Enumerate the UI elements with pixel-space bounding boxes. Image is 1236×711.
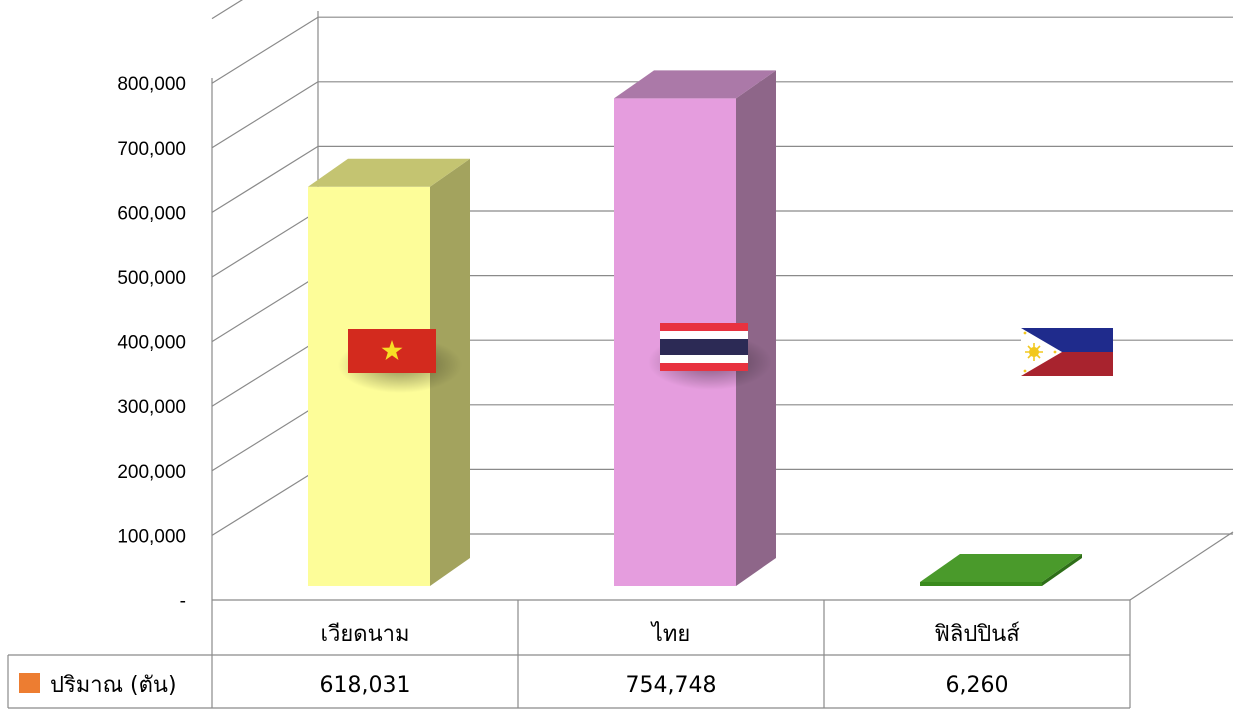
legend-swatch (19, 673, 40, 693)
category-label-2: ฟิลิปปินส์ (934, 622, 1020, 647)
y-tick-labels: - 100,000 200,000 300,000 400,000 500,000 600,… (117, 74, 186, 612)
thailand-flag (648, 323, 772, 390)
philippines-flag-star-2 (1023, 369, 1027, 373)
philippines-flag-star-1 (1023, 331, 1027, 335)
value-labels: 618,031 754,748 6,260 (320, 673, 1009, 698)
y-tick-label: - (180, 591, 186, 612)
gridline-side-3 (211, 339, 319, 407)
vietnam-flag-star (381, 340, 403, 360)
y-tick-label: 700,000 (117, 139, 186, 160)
bar-side-1 (736, 70, 776, 586)
philippines-flag-sun-rays (1025, 343, 1043, 361)
legend-label: ปริมาณ (ตัน) (50, 673, 177, 698)
bar-top-1 (614, 70, 776, 99)
category-label-1: ไทย (650, 621, 690, 647)
y-tick-label: 800,000 (117, 74, 186, 95)
y-tick-label: 500,000 (117, 268, 186, 289)
gridline-side-1 (211, 468, 319, 536)
gridline-side-9 (211, 0, 244, 20)
gridline-side-8 (211, 16, 319, 84)
thailand-flag-white-bottom (660, 355, 748, 363)
gridline-side-7 (211, 81, 319, 149)
y-tick-label: 100,000 (117, 526, 186, 547)
category-labels: เวียดนาม ไทย ฟิลิปปินส์ (321, 621, 1021, 647)
y-tick-label: 200,000 (117, 462, 186, 483)
gridline-side-6 (211, 145, 319, 213)
gridline-side-2 (211, 404, 319, 472)
gridline-side-4 (211, 275, 319, 343)
floor-right-edge (1129, 531, 1234, 601)
y-tick-label: 300,000 (117, 397, 186, 418)
value-label-2: 6,260 (946, 673, 1009, 698)
philippines-flag-star-3 (1053, 350, 1057, 354)
thailand-flag-white-top (660, 331, 748, 339)
gridline-side-5 (211, 210, 319, 278)
category-label-0: เวียดนาม (321, 622, 410, 647)
y-tick-label: 400,000 (117, 333, 186, 354)
data-table: ปริมาณ (ตัน) (7, 600, 1131, 709)
vietnam-flag (338, 329, 462, 393)
thailand-flag-blue (660, 339, 748, 355)
philippines-flag (1021, 328, 1113, 376)
bar-top-2 (920, 553, 1082, 582)
bar-top-0 (308, 158, 470, 187)
value-label-0: 618,031 (320, 673, 411, 698)
y-tick-label: 600,000 (117, 203, 186, 224)
value-label-1: 754,748 (626, 673, 717, 698)
bar-2 (920, 581, 1042, 586)
bar-side-2 (1042, 553, 1082, 586)
